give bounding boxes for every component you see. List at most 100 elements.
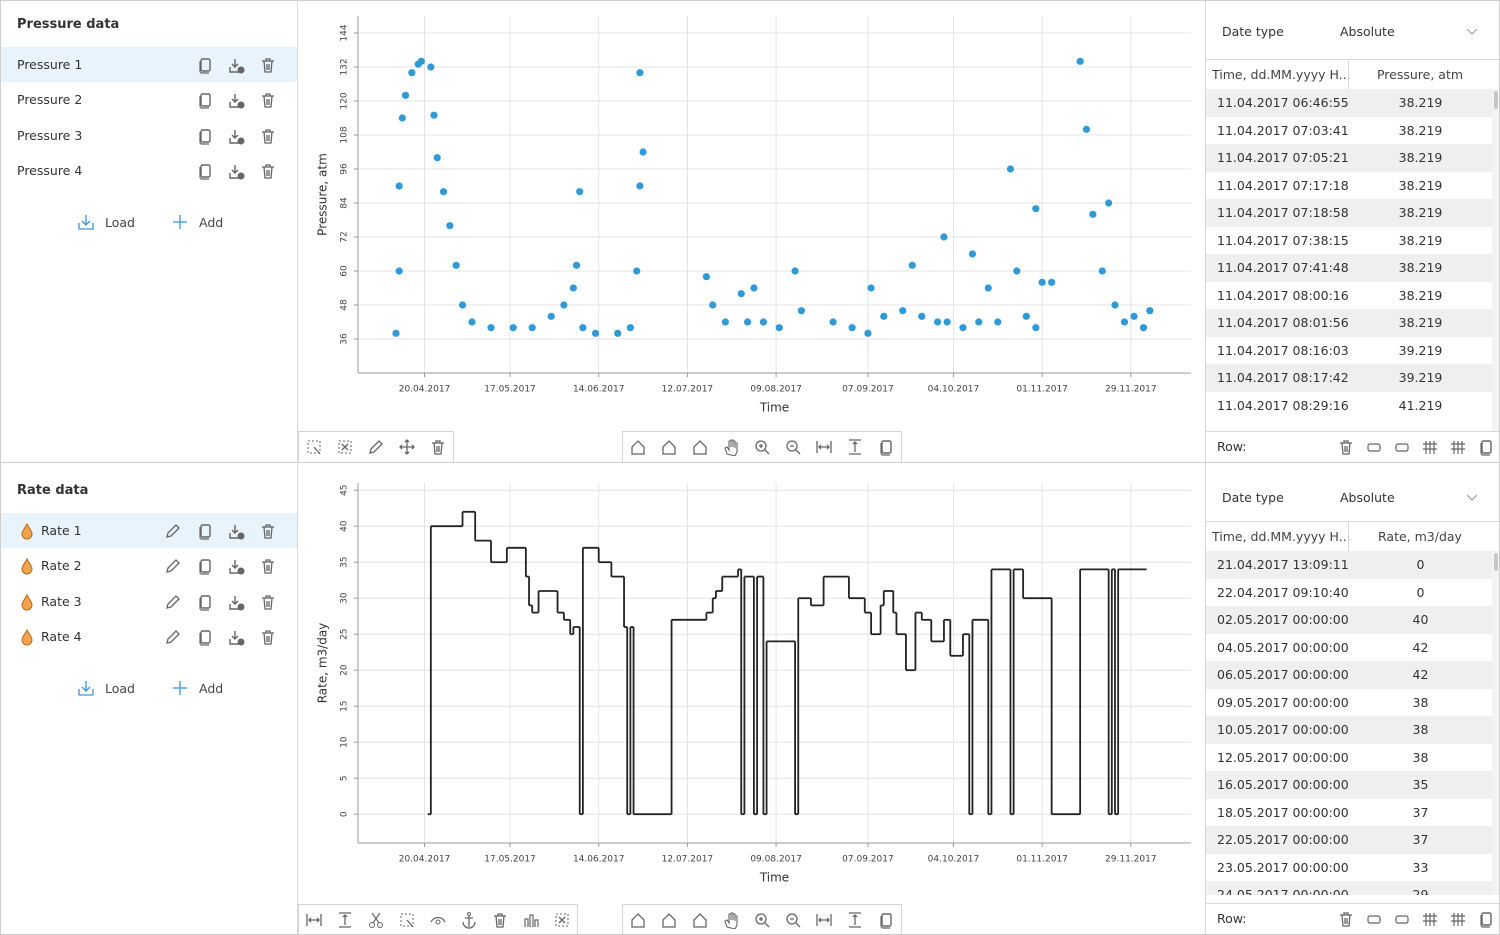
add-button[interactable]: Add	[171, 679, 223, 697]
tool-button[interactable]	[336, 911, 354, 929]
table-row[interactable]: 04.05.2017 00:00:00 42	[1206, 634, 1492, 662]
tool-button[interactable]	[553, 911, 571, 929]
date-type-select[interactable]: Absolute	[1340, 24, 1490, 39]
load-button[interactable]: Load	[77, 679, 135, 697]
tool-button[interactable]	[336, 438, 354, 456]
tool-button[interactable]	[305, 438, 323, 456]
tool-button[interactable]	[877, 438, 895, 456]
row-tool-button[interactable]	[1337, 438, 1355, 456]
table-row[interactable]: 11.04.2017 08:00:16 38.219	[1206, 282, 1492, 310]
tool-button[interactable]	[367, 911, 385, 929]
tool-button[interactable]	[722, 438, 740, 456]
list-item[interactable]: Pressure 3	[1, 118, 297, 153]
edit-button[interactable]	[164, 628, 182, 646]
table-row[interactable]: 02.05.2017 00:00:00 40	[1206, 606, 1492, 634]
row-tool-button[interactable]	[1393, 910, 1411, 928]
tool-button[interactable]	[815, 911, 833, 929]
table-row[interactable]: 24.05.2017 00:00:00 29	[1206, 881, 1492, 895]
table-row[interactable]: 21.04.2017 13:09:11 0	[1206, 551, 1492, 579]
edit-button[interactable]	[164, 522, 182, 540]
table-row[interactable]: 11.04.2017 08:16:03 39.219	[1206, 337, 1492, 365]
delete-button[interactable]	[259, 557, 277, 575]
table-row[interactable]: 09.05.2017 00:00:00 38	[1206, 689, 1492, 717]
table-row[interactable]: 11.04.2017 07:05:21 38.219	[1206, 144, 1492, 172]
table-row[interactable]: 11.04.2017 07:18:58 38.219	[1206, 199, 1492, 227]
tool-button[interactable]	[522, 911, 540, 929]
delete-button[interactable]	[259, 522, 277, 540]
load-button[interactable]: Load	[77, 213, 135, 231]
list-item[interactable]: Pressure 4	[1, 153, 297, 188]
table-row[interactable]: 10.05.2017 00:00:00 38	[1206, 716, 1492, 744]
import-button[interactable]	[227, 56, 245, 74]
table-row[interactable]: 11.04.2017 07:41:48 38.219	[1206, 254, 1492, 282]
tool-button[interactable]	[460, 911, 478, 929]
list-item[interactable]: Pressure 2	[1, 82, 297, 117]
list-item[interactable]: Rate 2	[1, 548, 297, 583]
table-row[interactable]: 16.05.2017 00:00:00 35	[1206, 771, 1492, 799]
add-button[interactable]: Add	[171, 213, 223, 231]
import-button[interactable]	[227, 127, 245, 145]
tool-button[interactable]	[753, 911, 771, 929]
table-row[interactable]: 22.05.2017 00:00:00 37	[1206, 826, 1492, 854]
tool-button[interactable]	[846, 911, 864, 929]
tool-button[interactable]	[629, 438, 647, 456]
table-row[interactable]: 23.05.2017 00:00:00 33	[1206, 854, 1492, 882]
tool-button[interactable]	[398, 438, 416, 456]
table-row[interactable]: 22.04.2017 09:10:40 0	[1206, 579, 1492, 607]
row-tool-button[interactable]	[1365, 438, 1383, 456]
table-row[interactable]: 11.04.2017 06:46:55 38.219	[1206, 89, 1492, 117]
copy-button[interactable]	[196, 91, 214, 109]
row-tool-button[interactable]	[1421, 910, 1439, 928]
list-item[interactable]: Rate 3	[1, 584, 297, 619]
copy-button[interactable]	[196, 593, 214, 611]
delete-button[interactable]	[259, 91, 277, 109]
list-item[interactable]: Rate 1	[1, 513, 297, 548]
tool-button[interactable]	[429, 438, 447, 456]
delete-button[interactable]	[259, 628, 277, 646]
list-item[interactable]: Rate 4	[1, 619, 297, 654]
tool-button[interactable]	[846, 438, 864, 456]
delete-button[interactable]	[259, 56, 277, 74]
copy-button[interactable]	[196, 56, 214, 74]
import-button[interactable]	[227, 91, 245, 109]
edit-button[interactable]	[164, 557, 182, 575]
tool-button[interactable]	[629, 911, 647, 929]
tool-button[interactable]	[753, 438, 771, 456]
table-row[interactable]: 12.05.2017 00:00:00 38	[1206, 744, 1492, 772]
copy-button[interactable]	[196, 127, 214, 145]
tool-button[interactable]	[722, 911, 740, 929]
tool-button[interactable]	[398, 911, 416, 929]
table-row[interactable]: 11.04.2017 08:17:42 39.219	[1206, 364, 1492, 392]
tool-button[interactable]	[305, 911, 323, 929]
row-tool-button[interactable]	[1477, 438, 1495, 456]
list-item[interactable]: Pressure 1	[1, 47, 297, 82]
row-tool-button[interactable]	[1337, 910, 1355, 928]
tool-button[interactable]	[660, 438, 678, 456]
import-button[interactable]	[227, 522, 245, 540]
import-button[interactable]	[227, 162, 245, 180]
tool-button[interactable]	[877, 911, 895, 929]
table-row[interactable]: 11.04.2017 07:38:15 38.219	[1206, 227, 1492, 255]
tool-button[interactable]	[660, 911, 678, 929]
tool-button[interactable]	[367, 438, 385, 456]
delete-button[interactable]	[259, 593, 277, 611]
tool-button[interactable]	[691, 438, 709, 456]
tool-button[interactable]	[815, 438, 833, 456]
table-row[interactable]: 11.04.2017 07:17:18 38.219	[1206, 172, 1492, 200]
table-row[interactable]: 18.05.2017 00:00:00 37	[1206, 799, 1492, 827]
table-row[interactable]: 06.05.2017 00:00:00 42	[1206, 661, 1492, 689]
delete-button[interactable]	[259, 127, 277, 145]
copy-button[interactable]	[196, 522, 214, 540]
tool-button[interactable]	[429, 911, 447, 929]
table-row[interactable]: 11.04.2017 07:03:41 38.219	[1206, 117, 1492, 145]
copy-button[interactable]	[196, 557, 214, 575]
row-tool-button[interactable]	[1449, 438, 1467, 456]
table-row[interactable]: 11.04.2017 08:29:16 41.219	[1206, 392, 1492, 420]
tool-button[interactable]	[691, 911, 709, 929]
import-button[interactable]	[227, 593, 245, 611]
copy-button[interactable]	[196, 162, 214, 180]
import-button[interactable]	[227, 557, 245, 575]
edit-button[interactable]	[164, 593, 182, 611]
date-type-select[interactable]: Absolute	[1340, 490, 1490, 505]
row-tool-button[interactable]	[1421, 438, 1439, 456]
